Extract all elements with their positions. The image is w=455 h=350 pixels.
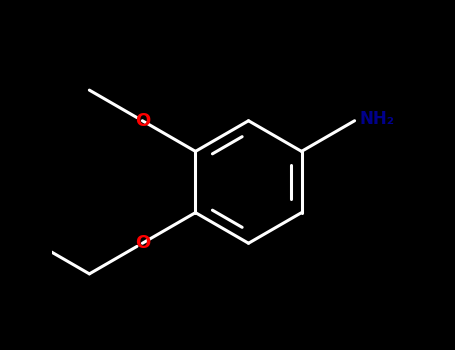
Text: O: O	[135, 234, 150, 252]
Text: NH₂: NH₂	[360, 110, 395, 128]
Text: O: O	[135, 112, 150, 130]
